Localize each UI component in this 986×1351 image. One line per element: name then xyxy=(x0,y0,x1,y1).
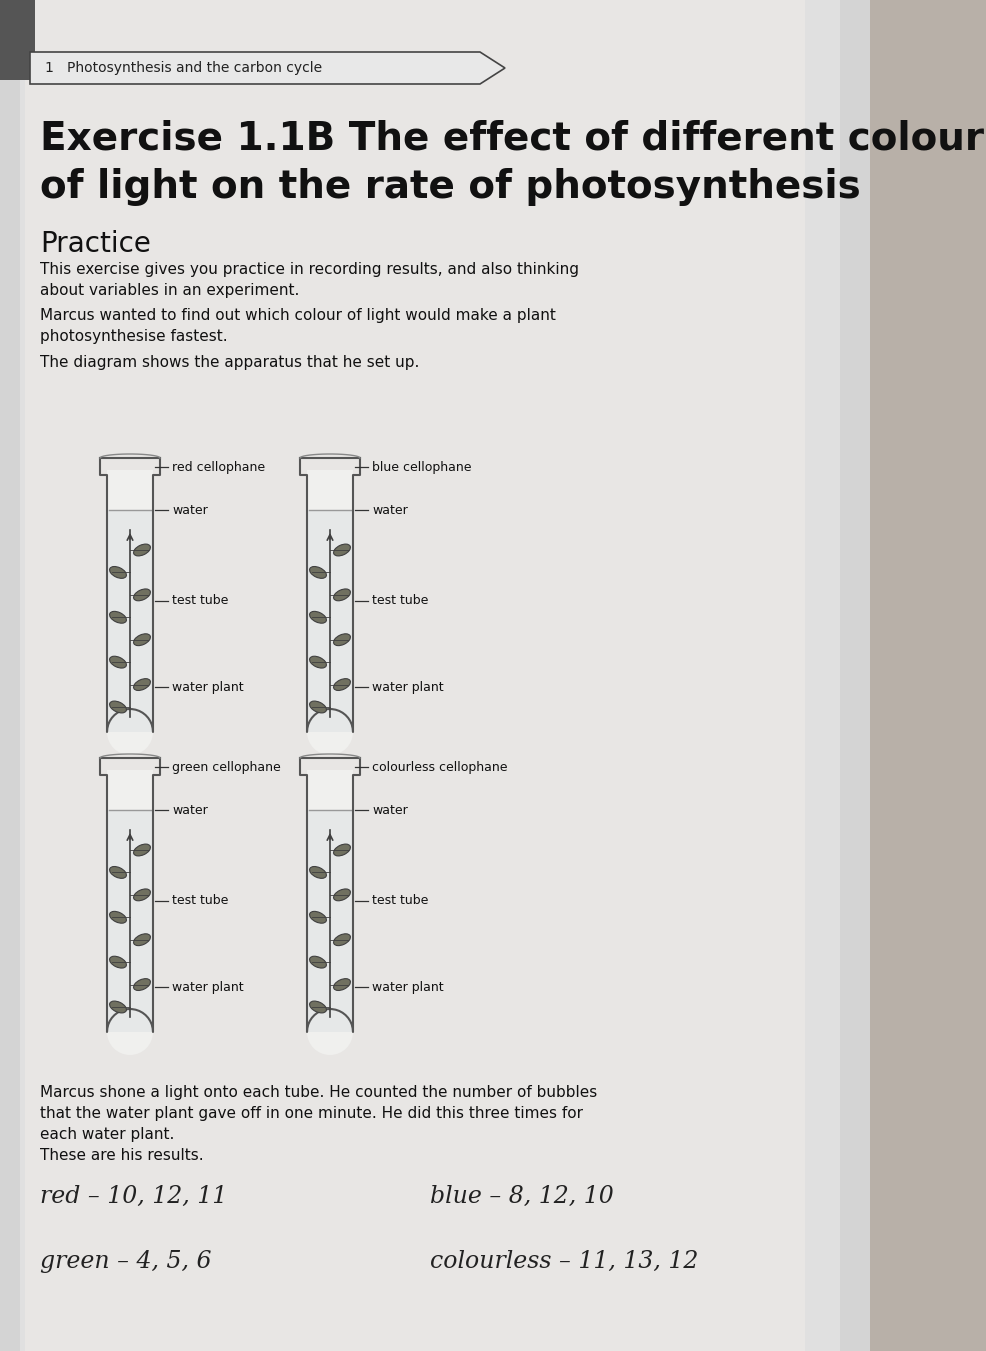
Text: This exercise gives you practice in recording results, and also thinking
about v: This exercise gives you practice in reco… xyxy=(40,262,579,299)
FancyBboxPatch shape xyxy=(107,811,152,1032)
Ellipse shape xyxy=(109,866,126,878)
Ellipse shape xyxy=(307,709,353,755)
Ellipse shape xyxy=(109,912,126,923)
Text: Marcus shone a light onto each tube. He counted the number of bubbles
that the w: Marcus shone a light onto each tube. He … xyxy=(40,1085,597,1142)
Text: water plant: water plant xyxy=(172,981,244,993)
Ellipse shape xyxy=(333,678,350,690)
Text: water: water xyxy=(172,804,207,816)
FancyBboxPatch shape xyxy=(107,509,152,732)
FancyBboxPatch shape xyxy=(307,476,353,732)
Ellipse shape xyxy=(310,566,326,578)
Text: 1   Photosynthesis and the carbon cycle: 1 Photosynthesis and the carbon cycle xyxy=(45,61,321,76)
Text: water: water xyxy=(372,804,407,816)
Text: water plant: water plant xyxy=(372,981,443,993)
Ellipse shape xyxy=(307,1009,353,1055)
Ellipse shape xyxy=(133,978,150,990)
FancyBboxPatch shape xyxy=(106,775,153,1032)
Text: green cellophane: green cellophane xyxy=(172,761,280,774)
Text: test tube: test tube xyxy=(172,594,228,608)
FancyBboxPatch shape xyxy=(106,770,153,780)
Text: test tube: test tube xyxy=(372,594,428,608)
Ellipse shape xyxy=(133,678,150,690)
Ellipse shape xyxy=(133,634,150,646)
FancyBboxPatch shape xyxy=(869,0,986,1351)
Text: red cellophane: red cellophane xyxy=(172,461,265,473)
Text: water plant: water plant xyxy=(172,681,244,693)
Ellipse shape xyxy=(133,934,150,946)
Ellipse shape xyxy=(333,544,350,555)
Text: colourless – 11, 13, 12: colourless – 11, 13, 12 xyxy=(430,1250,698,1273)
Text: blue – 8, 12, 10: blue – 8, 12, 10 xyxy=(430,1185,613,1208)
Ellipse shape xyxy=(109,612,126,623)
Text: of light on the rate of photosynthesis: of light on the rate of photosynthesis xyxy=(40,168,860,205)
Ellipse shape xyxy=(333,978,350,990)
Text: blue cellophane: blue cellophane xyxy=(372,461,471,473)
Ellipse shape xyxy=(333,934,350,946)
Ellipse shape xyxy=(310,612,326,623)
Ellipse shape xyxy=(310,866,326,878)
Ellipse shape xyxy=(310,701,326,713)
Ellipse shape xyxy=(310,657,326,667)
FancyBboxPatch shape xyxy=(106,470,153,480)
Polygon shape xyxy=(30,51,505,84)
FancyBboxPatch shape xyxy=(307,775,353,1032)
FancyBboxPatch shape xyxy=(308,811,352,1032)
FancyBboxPatch shape xyxy=(308,509,352,732)
FancyBboxPatch shape xyxy=(20,0,839,1351)
Text: green – 4, 5, 6: green – 4, 5, 6 xyxy=(40,1250,211,1273)
Ellipse shape xyxy=(133,589,150,601)
Ellipse shape xyxy=(333,844,350,857)
Ellipse shape xyxy=(133,844,150,857)
Ellipse shape xyxy=(133,544,150,555)
Text: test tube: test tube xyxy=(172,894,228,908)
Text: water: water xyxy=(372,504,407,516)
Ellipse shape xyxy=(310,1001,326,1013)
Ellipse shape xyxy=(310,912,326,923)
Ellipse shape xyxy=(106,1009,153,1055)
Text: The diagram shows the apparatus that he set up.: The diagram shows the apparatus that he … xyxy=(40,355,419,370)
Ellipse shape xyxy=(333,589,350,601)
Ellipse shape xyxy=(109,1001,126,1013)
Text: Exercise 1.1B The effect of different colours: Exercise 1.1B The effect of different co… xyxy=(40,120,986,158)
Text: red – 10, 12, 11: red – 10, 12, 11 xyxy=(40,1185,227,1208)
Text: These are his results.: These are his results. xyxy=(40,1148,203,1163)
FancyBboxPatch shape xyxy=(307,470,353,480)
Ellipse shape xyxy=(109,701,126,713)
FancyBboxPatch shape xyxy=(307,770,353,780)
FancyBboxPatch shape xyxy=(25,0,805,1351)
Ellipse shape xyxy=(133,889,150,901)
FancyBboxPatch shape xyxy=(106,476,153,732)
Text: water: water xyxy=(172,504,207,516)
FancyBboxPatch shape xyxy=(0,0,35,80)
Ellipse shape xyxy=(310,957,326,969)
Ellipse shape xyxy=(109,657,126,667)
Text: test tube: test tube xyxy=(372,894,428,908)
Ellipse shape xyxy=(109,566,126,578)
Text: Marcus wanted to find out which colour of light would make a plant
photosynthesi: Marcus wanted to find out which colour o… xyxy=(40,308,555,345)
Ellipse shape xyxy=(109,957,126,969)
Text: colourless cellophane: colourless cellophane xyxy=(372,761,507,774)
Ellipse shape xyxy=(333,889,350,901)
Text: water plant: water plant xyxy=(372,681,443,693)
Ellipse shape xyxy=(333,634,350,646)
Text: Practice: Practice xyxy=(40,230,151,258)
Ellipse shape xyxy=(106,709,153,755)
